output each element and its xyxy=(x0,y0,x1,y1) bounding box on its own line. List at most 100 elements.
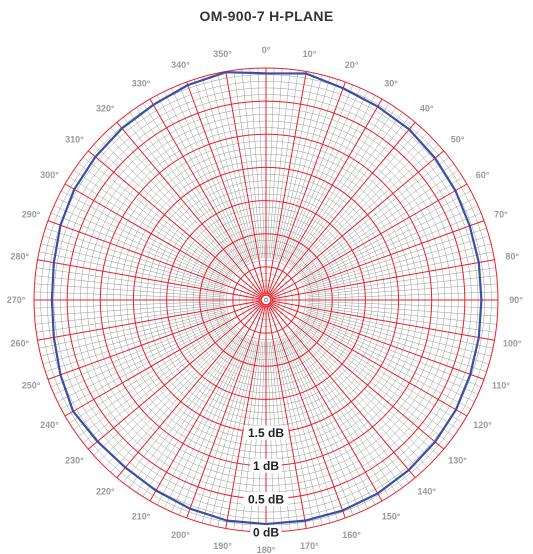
major-spoke xyxy=(225,305,266,529)
angle-tick-label: 320° xyxy=(96,103,115,113)
minor-spoke xyxy=(69,321,231,424)
angle-tick-label: 250° xyxy=(22,381,41,391)
ring-label-bg xyxy=(243,425,289,440)
major-spoke xyxy=(64,183,262,298)
minor-spoke xyxy=(307,283,498,298)
major-spoke xyxy=(270,150,445,297)
minor-spoke xyxy=(306,309,492,357)
minor-spoke xyxy=(307,275,497,296)
minor-spoke xyxy=(39,251,226,292)
minor-spoke xyxy=(289,334,396,493)
minor-spoke xyxy=(290,333,403,488)
minor-spoke xyxy=(294,132,428,271)
minor-spoke xyxy=(274,73,315,260)
ring-label: 1.5 dB xyxy=(248,426,284,440)
minor-spoke xyxy=(268,68,283,259)
angle-labels: 0° 10° 20° 30° 40° 50° 60° 70° 80° 90° 100° 110° 120… xyxy=(7,45,524,554)
minor-spoke xyxy=(36,267,225,295)
minor-spoke xyxy=(35,275,225,296)
minor-spoke xyxy=(300,170,459,277)
minor-spoke xyxy=(61,190,230,281)
series-line xyxy=(50,71,483,526)
center-dot xyxy=(263,297,269,303)
minor-spoke xyxy=(110,330,239,473)
minor-spoke xyxy=(78,324,233,437)
minor-spoke xyxy=(83,156,234,275)
major-spoke xyxy=(47,220,261,299)
minor-spoke xyxy=(45,312,227,372)
minor-spoke xyxy=(306,311,490,365)
minor-spoke xyxy=(304,212,482,285)
minor-spoke xyxy=(295,328,434,462)
angle-tick-label: 260° xyxy=(10,338,29,348)
angle-tick-label: 230° xyxy=(65,456,84,466)
minor-spoke xyxy=(300,323,459,430)
minor-spoke xyxy=(98,138,237,272)
ring-label: 0 dB xyxy=(253,526,279,540)
angle-tick-label: 130° xyxy=(448,456,467,466)
minor-spoke xyxy=(171,338,250,513)
ring-label: 1 dB xyxy=(253,459,279,473)
minor-spoke xyxy=(217,73,258,260)
angle-tick-label: 270° xyxy=(7,295,26,305)
minor-spoke xyxy=(36,305,225,333)
minor-spoke xyxy=(129,333,242,488)
minor-spoke xyxy=(35,304,225,325)
major-spoke xyxy=(186,305,265,519)
minor-spoke xyxy=(83,325,234,444)
minor-spoke xyxy=(306,235,490,289)
minor-spoke xyxy=(278,79,338,261)
minor-spoke xyxy=(122,117,241,268)
minor-spoke xyxy=(42,311,226,365)
minor-spoke xyxy=(42,235,226,289)
minor-spoke xyxy=(306,308,493,349)
minor-spoke xyxy=(290,112,403,267)
major-spoke xyxy=(271,220,485,299)
minor-spoke xyxy=(299,324,454,437)
angle-tick-label: 20° xyxy=(345,60,359,70)
major-spoke xyxy=(270,303,445,450)
minor-spoke xyxy=(307,267,496,295)
minor-spoke xyxy=(50,212,228,285)
minor-spoke xyxy=(45,228,227,288)
minor-spoke xyxy=(129,112,242,267)
angle-tick-label: 280° xyxy=(10,252,29,262)
major-spoke xyxy=(267,305,346,519)
minor-spoke xyxy=(73,170,232,277)
minor-spoke xyxy=(282,338,361,513)
minor-spoke xyxy=(270,69,291,259)
major-spoke xyxy=(225,71,266,295)
minor-spoke xyxy=(50,315,228,388)
major-spoke xyxy=(266,305,307,529)
minor-spoke xyxy=(40,309,226,357)
angle-tick-label: 30° xyxy=(384,78,398,88)
minor-spoke xyxy=(305,312,487,372)
chart-title: OM-900-7 H-PLANE xyxy=(199,8,334,24)
minor-spoke xyxy=(93,144,236,273)
minor-spoke xyxy=(278,339,338,521)
major-spoke xyxy=(270,183,468,298)
minor-spoke xyxy=(201,76,255,260)
minor-spoke xyxy=(34,291,225,299)
major-spoke xyxy=(37,259,261,300)
angle-tick-label: 70° xyxy=(494,209,508,219)
minor-spoke xyxy=(142,103,245,265)
angle-tick-label: 240° xyxy=(40,420,59,430)
minor-spoke xyxy=(295,138,434,272)
minor-spoke xyxy=(39,308,226,349)
major-spoke xyxy=(267,81,346,295)
minor-spoke xyxy=(285,95,376,264)
minor-spoke xyxy=(287,103,390,265)
minor-spoke xyxy=(98,328,237,462)
minor-spoke xyxy=(307,305,496,333)
minor-spoke xyxy=(305,228,487,288)
angle-tick-label: 80° xyxy=(505,252,519,262)
minor-spoke xyxy=(307,302,498,317)
minor-spoke xyxy=(34,301,225,309)
angle-tick-label: 170° xyxy=(300,541,319,551)
minor-spoke xyxy=(294,329,428,468)
angle-tick-label: 180° xyxy=(257,545,276,554)
major-spoke xyxy=(47,301,261,380)
minor-spoke xyxy=(289,107,396,266)
